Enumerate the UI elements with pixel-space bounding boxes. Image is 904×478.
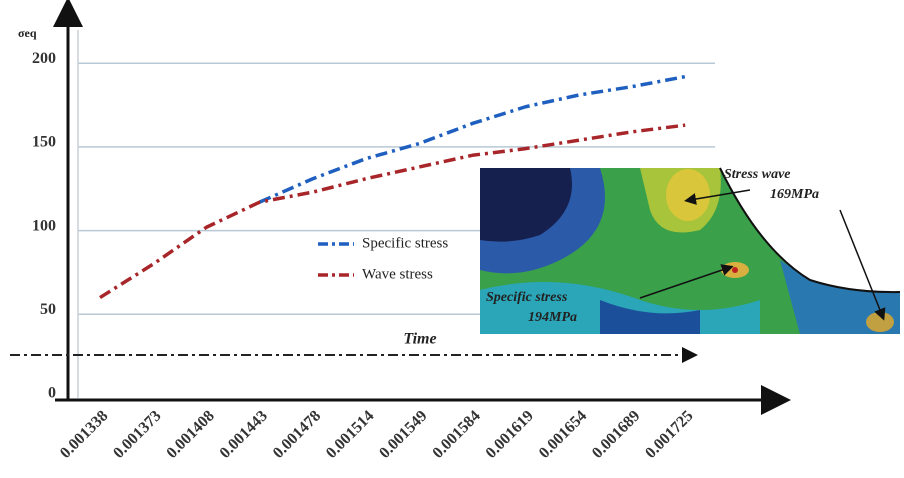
y-tick-label: 200 [32, 50, 56, 67]
annotation: Stress wave [724, 167, 791, 182]
annotation: 169MPa [770, 187, 819, 202]
legend-label: Wave stress [362, 266, 433, 282]
x-tick-label: 0.001584 [429, 407, 483, 461]
legend-label: Specific stress [362, 235, 448, 251]
x-tick-label: 0.001514 [323, 407, 377, 461]
annotation: Specific stress [486, 290, 568, 305]
x-tick-label: 0.001408 [163, 407, 217, 461]
y-tick-label: 150 [32, 134, 56, 151]
inset-image [480, 168, 900, 334]
time-label: Time [403, 331, 436, 348]
x-tick-label: 0.001478 [270, 407, 324, 461]
x-tick-label: 0.001689 [589, 407, 643, 461]
x-tick-label: 0.001549 [376, 407, 430, 461]
x-tick-label: 0.001725 [642, 407, 696, 461]
x-tick-label: 0.001443 [217, 407, 271, 461]
y-tick-label: 100 [32, 217, 56, 234]
chart: σeq Time Stress wave 169MPa Specific str… [0, 0, 904, 478]
y-tick-label: 50 [40, 301, 56, 318]
y-tick-label: 0 [48, 385, 56, 402]
x-tick-label: 0.001654 [536, 407, 590, 461]
x-tick-label: 0.001338 [57, 407, 111, 461]
x-tick-label: 0.001373 [110, 407, 164, 461]
annotation: 194MPa [528, 310, 577, 325]
y-axis-label: σeq [18, 26, 37, 40]
x-tick-label: 0.001619 [483, 407, 537, 461]
